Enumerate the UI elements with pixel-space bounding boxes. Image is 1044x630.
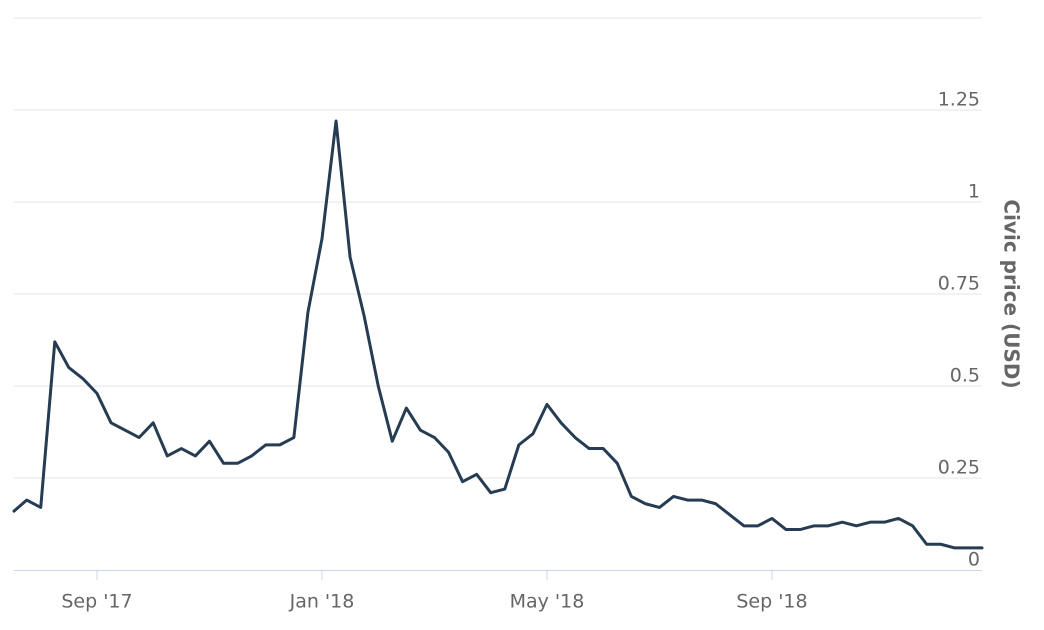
y-tick-label: 0 bbox=[968, 549, 980, 571]
price-line bbox=[12, 119, 984, 550]
y-axis-title: Civic price (USD) bbox=[1000, 199, 1024, 388]
x-tick-label: Sep '18 bbox=[736, 591, 807, 613]
x-tick-label: Sep '17 bbox=[61, 591, 132, 613]
y-tick-label: 1 bbox=[968, 181, 980, 203]
y-tick-label: 0.5 bbox=[950, 365, 980, 387]
y-tick-label: 1.25 bbox=[938, 89, 980, 111]
y-tick-label: 0.25 bbox=[938, 457, 980, 479]
x-tick-label: Jan '18 bbox=[289, 591, 355, 613]
x-tick-label: May '18 bbox=[510, 591, 585, 613]
y-tick-label: 0.75 bbox=[938, 273, 980, 295]
